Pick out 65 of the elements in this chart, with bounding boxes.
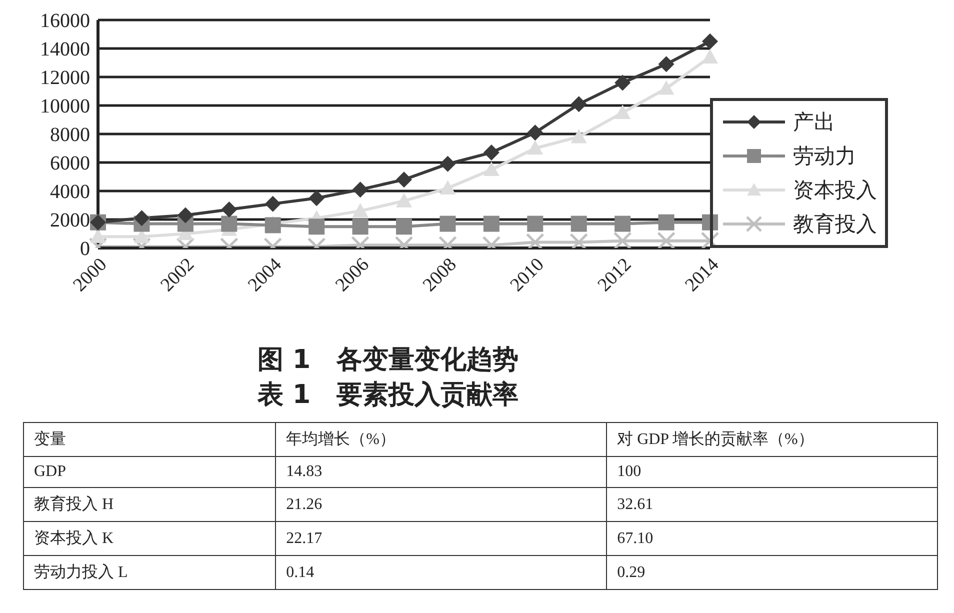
text: 14.83 <box>286 463 322 480</box>
point <box>264 217 281 234</box>
point <box>483 144 500 161</box>
text: 67.10 <box>617 530 654 546</box>
point <box>264 196 281 212</box>
point <box>527 216 544 232</box>
point <box>352 182 368 198</box>
y-tick-label: 2000 <box>50 210 90 232</box>
point <box>308 190 325 206</box>
point <box>221 202 238 218</box>
category-label: 教育投入 H <box>34 496 114 513</box>
point <box>221 216 238 232</box>
point <box>658 214 674 230</box>
y-tick-label: 16000 <box>40 10 90 32</box>
point <box>352 218 368 235</box>
legend-label: 产出 <box>793 109 835 136</box>
point <box>440 156 456 172</box>
y-tick-label: 14000 <box>40 38 90 61</box>
point <box>134 210 150 226</box>
point <box>396 218 412 235</box>
text: 21.26 <box>286 496 322 512</box>
point <box>90 228 106 243</box>
point <box>702 49 718 64</box>
y-tick-label: 10000 <box>40 96 90 118</box>
legend-label: 劳动力 <box>793 143 856 170</box>
legend-label: 资本投入 <box>793 177 877 204</box>
point <box>570 216 587 232</box>
category-label: 变量 <box>24 422 276 456</box>
text: 图 1 各变量变化趋势 <box>256 344 520 377</box>
legend-label: 教育投入 <box>793 211 877 238</box>
point <box>308 218 325 235</box>
text: 32.61 <box>617 496 654 512</box>
point <box>702 33 718 50</box>
text: 0.29 <box>617 564 646 580</box>
y-tick-label: 6000 <box>50 152 90 175</box>
point <box>527 140 544 155</box>
text: 表 1 要素投入贡献率 <box>256 379 520 412</box>
category-label: 对 GDP 增长的贡献率（%） <box>606 422 938 456</box>
point <box>483 162 500 176</box>
point <box>614 74 631 91</box>
y-tick-label: 0 <box>80 238 90 260</box>
point <box>614 216 631 232</box>
point <box>396 172 412 188</box>
text: 22.17 <box>286 530 322 546</box>
text: 0.14 <box>286 564 314 580</box>
point <box>396 192 412 208</box>
y-tick-label: 12000 <box>40 67 90 90</box>
point <box>483 216 500 232</box>
point <box>440 180 456 195</box>
point <box>658 56 674 72</box>
y-tick-label: 8000 <box>50 124 90 146</box>
category-label: 劳动力投入 L <box>34 564 128 581</box>
category-label: 年均增长（%） <box>276 422 607 456</box>
y-tick-label: 4000 <box>50 181 90 204</box>
point <box>570 96 587 112</box>
category-label: 资本投入 K <box>34 530 114 547</box>
point <box>352 202 368 218</box>
category-label: GDP <box>34 463 66 480</box>
point <box>440 216 456 232</box>
point <box>527 124 544 141</box>
point <box>614 104 631 120</box>
text: 100 <box>617 463 642 480</box>
point <box>177 207 194 224</box>
point <box>570 128 587 144</box>
point <box>658 80 674 95</box>
